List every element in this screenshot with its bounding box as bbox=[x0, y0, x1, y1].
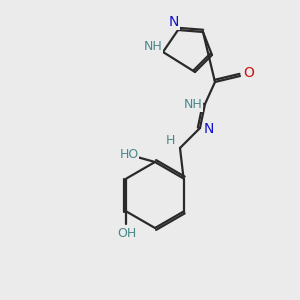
Text: NH: NH bbox=[184, 98, 202, 112]
Text: OH: OH bbox=[117, 227, 136, 240]
Text: O: O bbox=[244, 66, 254, 80]
Text: HO: HO bbox=[119, 148, 139, 160]
Text: NH: NH bbox=[144, 40, 162, 52]
Text: N: N bbox=[169, 15, 179, 29]
Text: H: H bbox=[165, 134, 175, 146]
Text: N: N bbox=[204, 122, 214, 136]
